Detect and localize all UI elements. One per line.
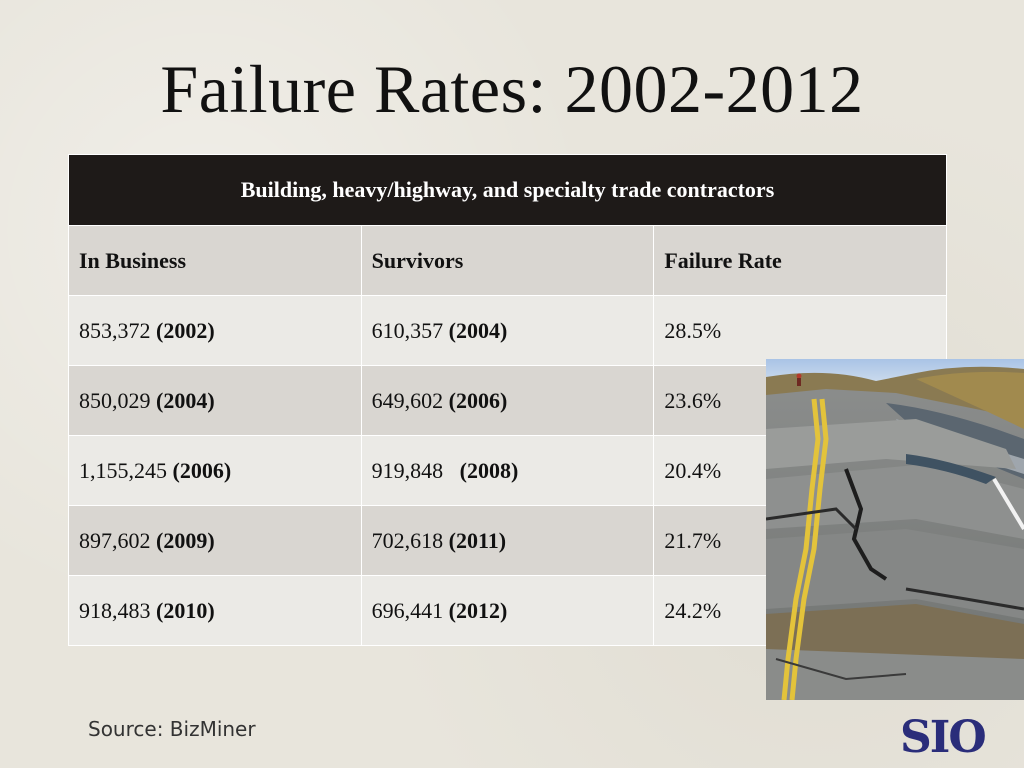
survivors-year: (2006) [448,387,508,413]
table-banner-row: Building, heavy/highway, and specialty t… [68,154,947,226]
header-failure-rate: Failure Rate [653,225,947,296]
in-business-year: (2002) [156,317,215,343]
survivors-count: 610,357 [371,317,444,343]
survivors-count: 702,618 [371,527,444,553]
in-business-year: (2004) [156,387,215,413]
in-business-count: 1,155,245 [79,457,167,483]
survivors-year: (2004) [448,317,508,343]
cell-survivors: 696,441 (2012) [360,575,655,646]
cell-survivors: 610,357 (2004) [360,295,655,366]
cell-failure-rate: 28.5% [653,295,947,366]
cell-survivors: 919,848 (2008) [360,435,655,506]
survivors-year: (2008) [459,457,519,483]
in-business-count: 850,029 [79,387,151,413]
cell-survivors: 702,618 (2011) [360,505,655,576]
table-banner: Building, heavy/highway, and specialty t… [68,154,947,226]
survivors-year: (2011) [448,527,507,553]
header-in-business: In Business [68,225,362,296]
cell-in-business: 1,155,245 (2006) [68,435,362,506]
sio-logo-text: SIO [900,712,987,763]
table-row: 853,372 (2002) 610,357 (2004) 28.5% [68,295,947,366]
cell-in-business: 897,602 (2009) [68,505,362,576]
survivors-count: 919,848 [371,457,444,483]
table-header-row: In Business Survivors Failure Rate [68,225,947,296]
cracked-road-photo [766,359,1024,700]
cell-in-business: 850,029 (2004) [68,365,362,436]
in-business-year: (2009) [156,527,215,553]
survivors-count: 696,441 [371,597,444,623]
in-business-count: 897,602 [79,527,151,553]
sio-logo: SIO [900,712,1020,764]
survivors-count: 649,602 [371,387,444,413]
table-row: 918,483 (2010) 696,441 (2012) 24.2% [68,575,947,646]
cell-in-business: 853,372 (2002) [68,295,362,366]
in-business-year: (2010) [156,597,215,623]
in-business-count: 853,372 [79,317,151,343]
survivors-year: (2012) [448,597,508,623]
in-business-year: (2006) [172,457,232,483]
slide-title: Failure Rates: 2002-2012 [160,51,864,127]
cell-in-business: 918,483 (2010) [68,575,362,646]
in-business-count: 918,483 [79,597,151,623]
cell-survivors: 649,602 (2006) [360,365,655,436]
source-note: Source: BizMiner [88,717,256,741]
header-survivors: Survivors [360,225,655,296]
